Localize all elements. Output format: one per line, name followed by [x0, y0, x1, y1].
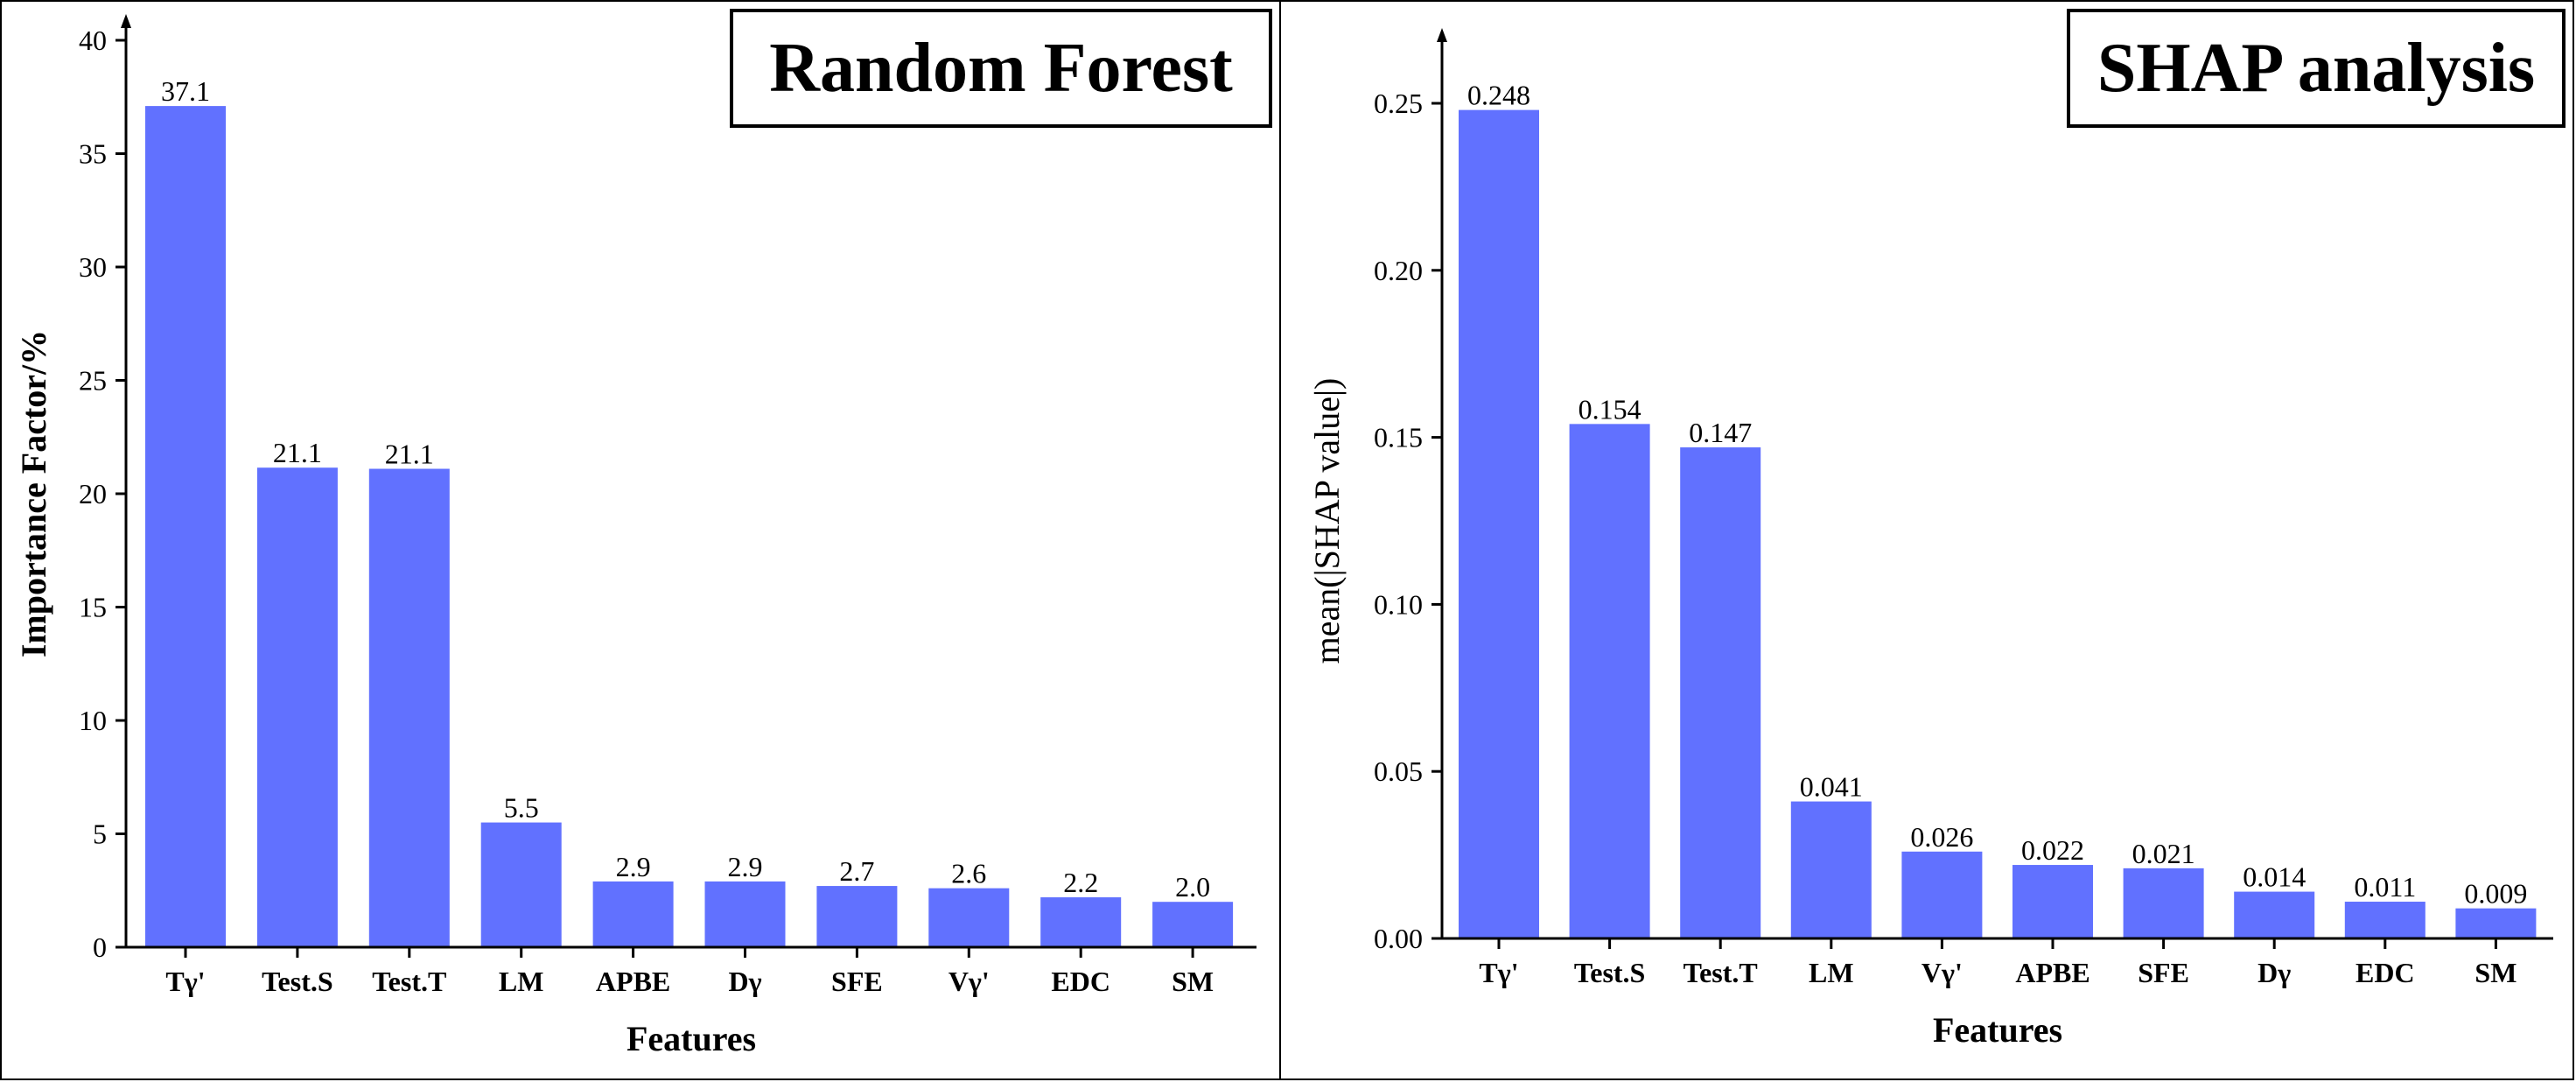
random-forest-chart: 37.1 21.1 21.1 5.5 2.9 2.9 2.7 2.6 2.2 2.0 0 5 10 15 2…: [14, 14, 1256, 1058]
bar-9: [2455, 908, 2537, 938]
x-tick-label-4: Vγ': [1922, 957, 1963, 988]
y-tick-label-4: 20: [79, 478, 107, 509]
bar-1: [1569, 424, 1650, 938]
data-label-6: 2.7: [839, 855, 874, 887]
bar-2: [1680, 447, 1761, 939]
data-label-2: 21.1: [385, 439, 434, 470]
y-tick-label-1: 5: [93, 819, 107, 850]
data-label-0: 37.1: [161, 75, 210, 107]
y-tick-label-3: 15: [79, 592, 107, 623]
data-label-8: 2.2: [1063, 867, 1098, 898]
bar-3: [1790, 801, 1872, 938]
y-tick-label-1: 0.05: [1374, 755, 1423, 787]
bar-8: [1040, 897, 1122, 947]
data-label-9: 2.0: [1175, 871, 1210, 903]
y-tick-label-2: 0.10: [1374, 588, 1423, 620]
y-axis-title: Importance Factor/%: [14, 330, 53, 657]
x-tick-label-4: APBE: [596, 966, 670, 997]
random-forest-title: Random Forest: [730, 9, 1272, 128]
y-axis-title: mean(|SHAP value|): [1307, 378, 1347, 664]
y-tick-label-8: 40: [79, 25, 107, 56]
x-tick-label-1: Test.S: [262, 966, 333, 997]
x-axis-title: Features: [626, 1019, 756, 1058]
x-tick-label-2: Test.T: [1684, 957, 1758, 988]
bar-3: [480, 822, 562, 947]
random-forest-panel: 37.1 21.1 21.1 5.5 2.9 2.9 2.7 2.6 2.2 2.0 0 5 10 15 2…: [0, 0, 1281, 1080]
shap-analysis-chart: 0.248 0.154 0.147 0.041 0.026 0.022 0.021 0.014…: [1307, 28, 2553, 1050]
x-tick-label-7: Dγ: [2258, 957, 2291, 988]
bar-2: [368, 468, 450, 947]
y-tick-label-4: 0.20: [1374, 255, 1423, 286]
x-tick-label-9: SM: [1172, 966, 1214, 997]
bar-4: [592, 881, 674, 947]
bar-1: [256, 467, 338, 947]
data-label-7: 2.6: [951, 858, 986, 889]
shap-analysis-title: SHAP analysis: [2067, 9, 2566, 128]
bar-8: [2344, 902, 2426, 938]
x-tick-label-5: APBE: [2015, 957, 2090, 988]
x-tick-label-8: EDC: [1051, 966, 1110, 997]
data-label-4: 0.026: [1910, 821, 1973, 853]
bar-4: [1901, 851, 1983, 938]
data-label-1: 0.154: [1578, 393, 1642, 425]
x-tick-label-6: SFE: [2138, 957, 2189, 988]
data-label-7: 0.014: [2243, 861, 2306, 893]
y-tick-label-2: 10: [79, 705, 107, 736]
y-tick-label-7: 35: [79, 138, 107, 170]
y-tick-label-0: 0.00: [1374, 923, 1423, 954]
x-axis-title: Features: [1933, 1010, 2062, 1050]
data-label-3: 0.041: [1800, 771, 1863, 803]
x-tick-label-5: Dγ: [728, 966, 761, 997]
x-tick-label-7: Vγ': [948, 966, 990, 997]
x-tick-label-3: LM: [1809, 957, 1854, 988]
data-label-2: 0.147: [1689, 417, 1752, 448]
x-tick-label-8: EDC: [2356, 957, 2415, 988]
y-axis-arrow: [121, 14, 131, 28]
x-tick-label-6: SFE: [831, 966, 883, 997]
x-tick-label-0: Tγ': [165, 966, 205, 997]
y-tick-label-6: 30: [79, 251, 107, 283]
data-label-6: 0.021: [2132, 838, 2195, 869]
bar-9: [1152, 902, 1234, 947]
shap-analysis-panel: 0.248 0.154 0.147 0.041 0.026 0.022 0.021 0.014…: [1279, 0, 2574, 1080]
data-label-3: 5.5: [504, 792, 539, 824]
bar-6: [2123, 868, 2204, 938]
data-label-5: 0.022: [2021, 834, 2084, 866]
x-tick-label-1: Test.S: [1574, 957, 1646, 988]
data-label-8: 0.011: [2354, 871, 2416, 903]
bar-7: [928, 888, 1010, 947]
data-label-0: 0.248: [1467, 80, 1530, 111]
y-tick-label-0: 0: [93, 931, 107, 963]
bar-0: [145, 106, 226, 948]
data-label-9: 0.009: [2464, 878, 2527, 910]
bar-0: [1459, 109, 1539, 938]
bar-5: [2012, 865, 2093, 938]
bar-6: [816, 886, 898, 947]
x-tick-label-3: LM: [499, 966, 544, 997]
data-label-5: 2.9: [728, 851, 763, 882]
data-label-4: 2.9: [616, 851, 651, 882]
y-axis-arrow: [1437, 28, 1447, 42]
data-label-1: 21.1: [273, 437, 322, 468]
bar-5: [704, 881, 786, 947]
y-tick-label-5: 0.25: [1374, 88, 1423, 119]
x-tick-label-2: Test.T: [372, 966, 446, 997]
x-tick-label-0: Tγ': [1479, 957, 1518, 988]
y-tick-label-5: 25: [79, 365, 107, 397]
x-tick-label-9: SM: [2474, 957, 2516, 988]
bar-7: [2234, 891, 2315, 938]
y-tick-label-3: 0.15: [1374, 422, 1423, 453]
